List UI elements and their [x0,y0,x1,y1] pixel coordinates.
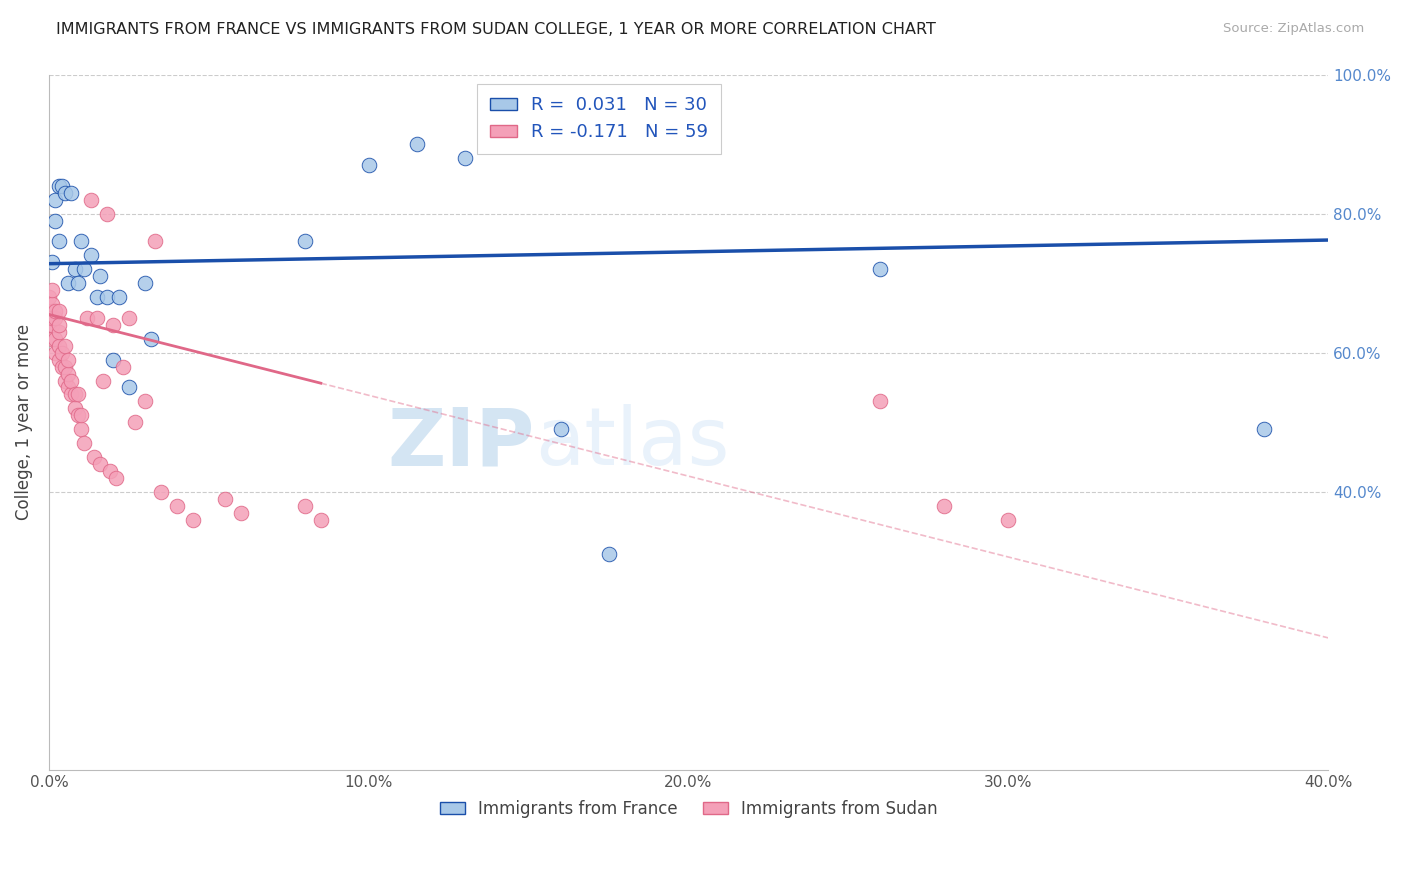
Legend: Immigrants from France, Immigrants from Sudan: Immigrants from France, Immigrants from … [433,793,945,824]
Point [60,387,83,401]
Point [70,235,93,249]
Point [56,276,79,290]
Point [1253,422,1275,436]
Point [44,345,66,359]
Point [229,506,252,520]
Point [598,548,620,562]
Point [48,235,70,249]
Point [96,206,118,220]
Point [66,409,89,423]
Point [181,513,204,527]
Point [309,513,332,527]
Point [56,380,79,394]
Point [869,262,891,277]
Point [48,352,70,367]
Point [53,359,76,374]
Point [997,513,1019,527]
Point [214,491,236,506]
Point [53,339,76,353]
Point [357,158,380,172]
Point [108,290,131,304]
Point [66,276,89,290]
Text: atlas: atlas [536,404,730,482]
Point [111,359,134,374]
Point [60,374,83,388]
Point [89,457,111,471]
Point [41,283,63,297]
Point [79,248,101,262]
Point [134,394,156,409]
Point [48,304,70,318]
Point [96,290,118,304]
Point [41,332,63,346]
Point [86,290,108,304]
Point [41,255,63,269]
Point [41,310,63,325]
Point [41,318,63,332]
Point [83,450,105,464]
Point [294,499,316,513]
Point [53,374,76,388]
Point [63,262,86,277]
Point [91,374,114,388]
Point [76,310,98,325]
Point [63,387,86,401]
Point [934,499,956,513]
Point [53,186,76,200]
Text: Source: ZipAtlas.com: Source: ZipAtlas.com [1223,22,1364,36]
Point [48,178,70,193]
Point [44,332,66,346]
Point [44,193,66,207]
Point [51,359,73,374]
Point [141,332,163,346]
Point [149,484,172,499]
Point [73,436,96,450]
Point [166,499,188,513]
Point [86,310,108,325]
Point [550,422,572,436]
Point [51,345,73,359]
Point [63,401,86,416]
Point [48,339,70,353]
Point [105,471,128,485]
Point [60,186,83,200]
Point [134,276,156,290]
Point [38,304,60,318]
Point [51,178,73,193]
Point [70,422,93,436]
Text: ZIP: ZIP [388,404,536,482]
Point [869,394,891,409]
Point [44,213,66,227]
Point [118,380,141,394]
Point [66,387,89,401]
Point [48,325,70,339]
Point [44,310,66,325]
Point [70,409,93,423]
Point [101,318,124,332]
Point [143,235,166,249]
Point [118,310,141,325]
Point [79,193,101,207]
Point [41,297,63,311]
Point [405,137,427,152]
Point [56,352,79,367]
Point [124,415,146,429]
Point [38,318,60,332]
Point [44,304,66,318]
Point [48,318,70,332]
Y-axis label: College, 1 year or more: College, 1 year or more [15,324,32,520]
Point [73,262,96,277]
Point [56,367,79,381]
Point [38,290,60,304]
Point [294,235,316,249]
Point [454,151,477,165]
Point [98,464,121,478]
Point [89,269,111,284]
Point [101,352,124,367]
Text: IMMIGRANTS FROM FRANCE VS IMMIGRANTS FROM SUDAN COLLEGE, 1 YEAR OR MORE CORRELAT: IMMIGRANTS FROM FRANCE VS IMMIGRANTS FRO… [56,22,936,37]
